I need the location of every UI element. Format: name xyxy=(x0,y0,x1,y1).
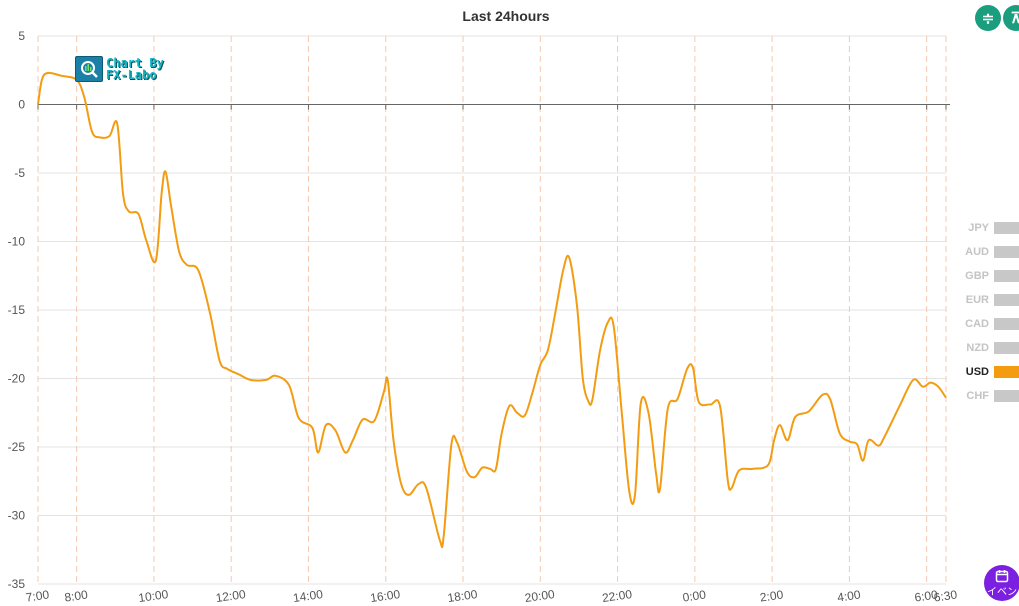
legend-item-cad[interactable]: CAD xyxy=(960,312,1019,336)
legend-label: CAD xyxy=(965,318,989,330)
expand-icon: ⊼ xyxy=(1010,10,1019,27)
x-tick-label: 7:00 xyxy=(25,587,50,604)
legend-label: CHF xyxy=(966,390,989,402)
fx-labo-logo: Chart By FX-Labo xyxy=(75,56,164,82)
legend-label: AUD xyxy=(965,246,989,258)
legend-label: EUR xyxy=(965,294,989,306)
axes: 5 0 -5 -10 -15 -20 -25 -30 -357:00 8:00 10:00 12:00… xyxy=(8,29,959,605)
x-tick-label: 20:00 xyxy=(524,587,556,605)
y-tick-label: -20 xyxy=(8,372,26,386)
series-layer xyxy=(37,71,947,549)
legend-swatch xyxy=(994,390,1019,402)
legend-item-usd[interactable]: USD xyxy=(960,360,1019,384)
legend-swatch xyxy=(994,246,1019,258)
legend-item-aud[interactable]: AUD xyxy=(960,240,1019,264)
x-tick-label: 10:00 xyxy=(138,587,170,605)
x-tick-label: 6:00 xyxy=(914,587,939,604)
legend-item-chf[interactable]: CHF xyxy=(960,384,1019,408)
grid xyxy=(37,35,947,585)
x-tick-label: 16:00 xyxy=(369,587,401,605)
legend-swatch xyxy=(994,270,1019,282)
x-tick-label: 0:00 xyxy=(682,587,707,604)
y-tick-label: -5 xyxy=(14,166,25,180)
series-line-usd xyxy=(37,71,947,549)
event-label: イベン xyxy=(987,586,1017,598)
legend-swatch xyxy=(994,318,1019,330)
legend-item-nzd[interactable]: NZD xyxy=(960,336,1019,360)
event-button[interactable]: イベン xyxy=(984,565,1019,601)
legend-swatch xyxy=(994,342,1019,354)
legend-swatch xyxy=(994,366,1019,378)
y-tick-label: -35 xyxy=(8,577,26,591)
legend-item-gbp[interactable]: GBP xyxy=(960,264,1019,288)
chart-title: Last 24hours xyxy=(462,8,550,24)
expand-view-button[interactable]: ⊼ xyxy=(1003,5,1019,31)
logo-line-1: Chart By xyxy=(106,56,164,70)
chart-magnifier-icon xyxy=(75,56,103,82)
compress-icon: ≑ xyxy=(981,10,995,27)
x-tick-label: 4:00 xyxy=(836,587,861,604)
legend-label: USD xyxy=(965,366,989,378)
x-tick-label: 18:00 xyxy=(447,587,479,605)
y-tick-label: 5 xyxy=(18,29,25,43)
legend-label: GBP xyxy=(965,270,989,282)
y-tick-label: -25 xyxy=(8,440,26,454)
legend-swatch xyxy=(994,294,1019,306)
legend-item-eur[interactable]: EUR xyxy=(960,288,1019,312)
y-tick-label: -10 xyxy=(8,235,26,249)
y-tick-label: 0 xyxy=(18,98,25,112)
x-tick-label: 2:00 xyxy=(759,587,784,604)
x-tick-label: 6:30 xyxy=(933,587,958,604)
currency-legend: JPY AUD GBP EUR CAD NZD USD CHF xyxy=(960,216,1019,408)
x-tick-label: 8:00 xyxy=(64,587,89,604)
legend-swatch xyxy=(994,222,1019,234)
x-tick-label: 12:00 xyxy=(215,587,247,605)
x-tick-label: 14:00 xyxy=(292,587,324,605)
legend-label: JPY xyxy=(968,222,989,234)
calendar-icon xyxy=(995,569,1009,582)
y-tick-label: -15 xyxy=(8,303,26,317)
y-tick-label: -30 xyxy=(8,509,26,523)
x-tick-label: 22:00 xyxy=(601,587,633,605)
compress-view-button[interactable]: ≑ xyxy=(975,5,1001,31)
legend-label: NZD xyxy=(966,342,989,354)
legend-item-jpy[interactable]: JPY xyxy=(960,216,1019,240)
logo-line-2: FX-Labo xyxy=(106,68,157,82)
